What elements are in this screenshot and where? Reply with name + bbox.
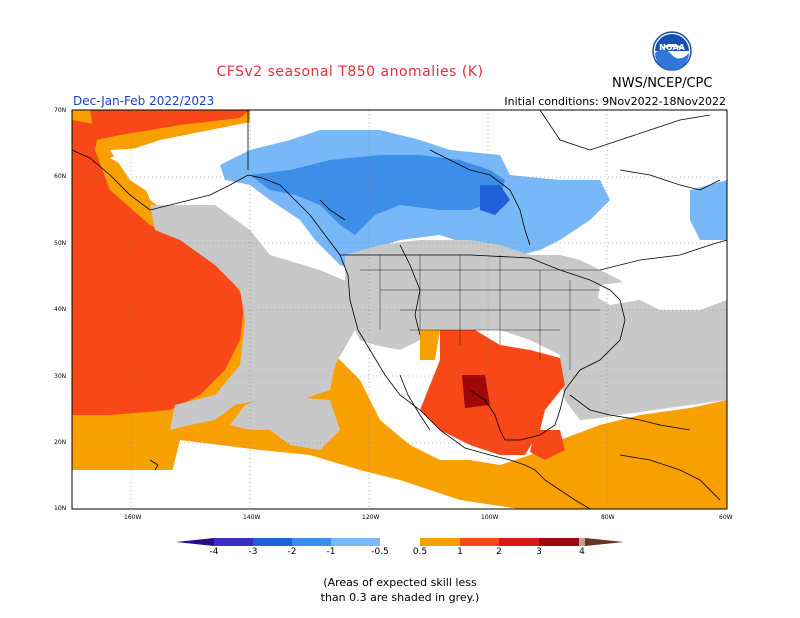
colorbar-segment [331, 538, 380, 546]
colorbar-label: 2 [496, 547, 502, 557]
colorbar-segment [253, 538, 292, 546]
colorbar-label: -0.5 [371, 547, 389, 557]
colorbar-segment [420, 538, 460, 546]
colorbar-label: 4 [579, 547, 585, 557]
colorbar-segment [176, 538, 214, 546]
skill-note-line1: (Areas of expected skill less [300, 575, 500, 590]
skill-note: (Areas of expected skill less than 0.3 a… [300, 575, 500, 605]
colorbar-label: -1 [327, 547, 336, 557]
colorbar-segment [579, 538, 585, 546]
colorbar-segment [499, 538, 539, 546]
colorbar-segment [380, 538, 420, 546]
colorbar-segment [292, 538, 331, 546]
colorbar-label: 3 [536, 547, 542, 557]
colorbar-label: 0.5 [413, 547, 427, 557]
colorbar-segment [585, 538, 624, 546]
colorbar-segment [539, 538, 579, 546]
skill-note-line2: than 0.3 are shaded in grey.) [300, 590, 500, 605]
colorbar [0, 0, 800, 618]
colorbar-label: -4 [210, 547, 219, 557]
colorbar-segment [214, 538, 253, 546]
colorbar-segment [460, 538, 499, 546]
colorbar-label: -2 [288, 547, 297, 557]
colorbar-label: -3 [249, 547, 258, 557]
colorbar-label: 1 [457, 547, 463, 557]
